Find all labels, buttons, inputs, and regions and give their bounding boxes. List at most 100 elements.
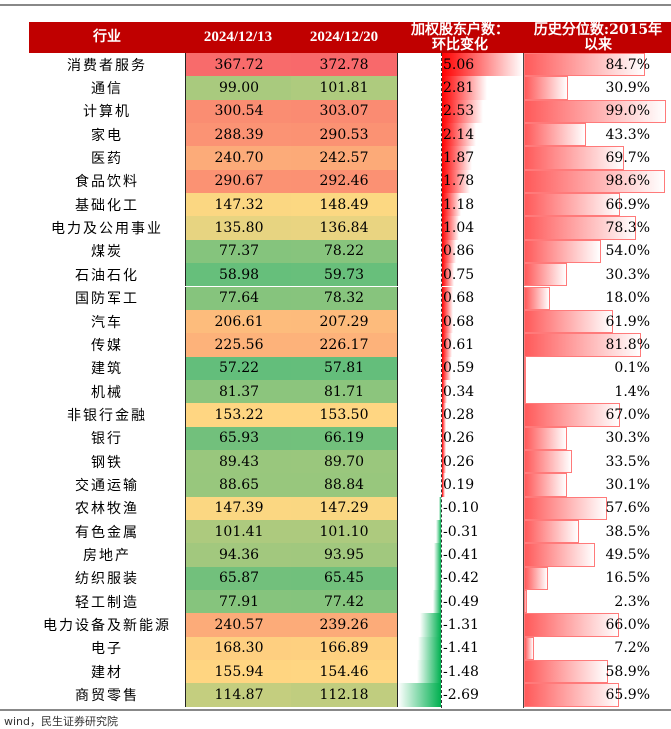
percentile-value: 30.9% xyxy=(605,80,650,97)
header-industry: 行业 xyxy=(93,29,121,45)
change-value: 1.18 xyxy=(443,196,475,213)
percentile-bar xyxy=(524,193,620,217)
percentile-value: 67.0% xyxy=(605,406,650,423)
percentile-value: 57.6% xyxy=(605,500,650,517)
value-2024-12-13: 300.54 xyxy=(185,99,293,124)
change-bar-positive xyxy=(442,146,472,170)
percentile-bar xyxy=(524,449,573,474)
industry-name: 石油石化 xyxy=(75,267,139,284)
change-bar-positive xyxy=(442,239,456,264)
table-row: 煤炭 77.37 78.22 0.86 54.0% xyxy=(0,239,671,264)
change-value: 0.75 xyxy=(443,266,475,283)
industry-name: 医药 xyxy=(91,151,123,168)
table-row: 农林牧渔 147.39 147.29 -0.10 57.6% xyxy=(0,496,671,520)
percentile-bar xyxy=(524,403,621,427)
percentile-bar xyxy=(524,239,602,264)
change-bar-negative xyxy=(434,566,441,591)
change-bar-positive xyxy=(442,286,453,310)
value-2024-12-20: 59.73 xyxy=(291,263,398,287)
percentile-bar xyxy=(524,566,548,591)
change-bar-positive xyxy=(442,473,446,497)
change-value: -1.31 xyxy=(443,617,479,634)
percentile-bar xyxy=(524,169,666,194)
industry-name: 计算机 xyxy=(83,104,131,121)
value-2024-12-13: 206.61 xyxy=(185,309,293,334)
percentile-value: 54.0% xyxy=(605,243,650,260)
change-bar-negative xyxy=(439,496,441,520)
table-row: 汽车 206.61 207.29 0.68 61.9% xyxy=(0,309,671,334)
percentile-value: 30.3% xyxy=(605,266,650,283)
header-change-line1: 加权股东户数： xyxy=(411,21,509,38)
percentile-bar xyxy=(524,660,609,684)
change-value: -0.41 xyxy=(443,547,479,564)
table-row: 石油石化 58.98 59.73 0.75 30.3% xyxy=(0,263,671,287)
source-note: wind，民生证券研究院 xyxy=(4,715,119,728)
value-2024-12-20: 101.81 xyxy=(291,76,398,100)
percentile-bar xyxy=(524,53,646,77)
industry-name: 煤炭 xyxy=(91,244,123,261)
value-2024-12-20: 101.10 xyxy=(291,520,398,544)
value-2024-12-20: 78.32 xyxy=(291,286,398,310)
value-2024-12-13: 57.22 xyxy=(185,356,293,380)
header-change: 加权股东户数： 环比变化 xyxy=(397,22,523,53)
percentile-value: 1.4% xyxy=(614,383,650,400)
percentile-value: 61.9% xyxy=(605,313,650,330)
percentile-bar xyxy=(524,520,580,544)
value-2024-12-20: 77.42 xyxy=(291,590,398,614)
percentile-bar xyxy=(524,636,535,661)
industry-name: 房地产 xyxy=(83,548,131,565)
value-2024-12-20: 112.18 xyxy=(291,683,398,707)
value-2024-12-20: 81.71 xyxy=(291,379,398,404)
header-change-line2: 环比变化 xyxy=(432,36,488,53)
header-percentile-line1: 历史分位数:2015年 xyxy=(533,21,663,38)
industry-name: 钢铁 xyxy=(91,454,123,471)
percentile-bar xyxy=(524,76,569,100)
change-value: 0.26 xyxy=(443,453,475,470)
value-2024-12-13: 155.94 xyxy=(185,660,293,684)
percentile-bar xyxy=(524,613,619,637)
value-2024-12-20: 207.29 xyxy=(291,309,398,334)
value-2024-12-20: 136.84 xyxy=(291,216,398,240)
header-percentile-line2: 以来 xyxy=(584,36,612,53)
change-bar-positive xyxy=(442,263,454,287)
value-2024-12-13: 367.72 xyxy=(185,53,293,77)
value-2024-12-13: 81.37 xyxy=(185,379,293,404)
percentile-value: 43.3% xyxy=(605,126,650,143)
percentile-value: 99.0% xyxy=(605,103,650,120)
percentile-bar xyxy=(524,356,526,380)
change-value: 0.86 xyxy=(443,243,475,260)
change-value: 1.87 xyxy=(443,150,475,167)
industry-name: 银行 xyxy=(91,431,123,448)
percentile-bar xyxy=(524,286,550,310)
percentile-value: 16.5% xyxy=(605,570,650,587)
table-row: 国防军工 77.64 78.32 0.68 18.0% xyxy=(0,286,671,310)
table-row: 纺织服装 65.87 65.45 -0.42 16.5% xyxy=(0,566,671,591)
percentile-bar xyxy=(524,263,568,287)
industry-name: 轻工制造 xyxy=(75,594,139,611)
header-date2: 2024/12/20 xyxy=(309,29,379,45)
change-bar-negative xyxy=(418,636,441,661)
percentile-value: 18.0% xyxy=(605,290,650,307)
percentile-value: 7.2% xyxy=(614,640,650,657)
percentile-bar xyxy=(524,473,568,497)
value-2024-12-20: 65.45 xyxy=(291,566,398,591)
percentile-bar xyxy=(524,496,607,520)
industry-name: 消费者服务 xyxy=(67,57,147,74)
table-row: 电子 168.30 166.89 -1.41 7.2% xyxy=(0,636,671,661)
change-bar-negative xyxy=(417,660,441,684)
change-bar-negative xyxy=(433,590,441,614)
value-2024-12-13: 77.37 xyxy=(185,239,293,264)
percentile-value: 66.0% xyxy=(605,617,650,634)
value-2024-12-13: 77.64 xyxy=(185,286,293,310)
change-bar-negative xyxy=(436,520,441,544)
industry-name: 有色金属 xyxy=(75,524,139,541)
value-2024-12-13: 240.57 xyxy=(185,613,293,637)
value-2024-12-13: 288.39 xyxy=(185,123,293,147)
change-value: 2.53 xyxy=(443,103,475,120)
value-2024-12-13: 77.91 xyxy=(185,590,293,614)
value-2024-12-13: 147.39 xyxy=(185,496,293,520)
value-2024-12-13: 147.32 xyxy=(185,193,293,217)
table-row: 轻工制造 77.91 77.42 -0.49 2.3% xyxy=(0,590,671,614)
value-2024-12-20: 154.46 xyxy=(291,660,398,684)
change-bar-positive xyxy=(442,309,453,334)
